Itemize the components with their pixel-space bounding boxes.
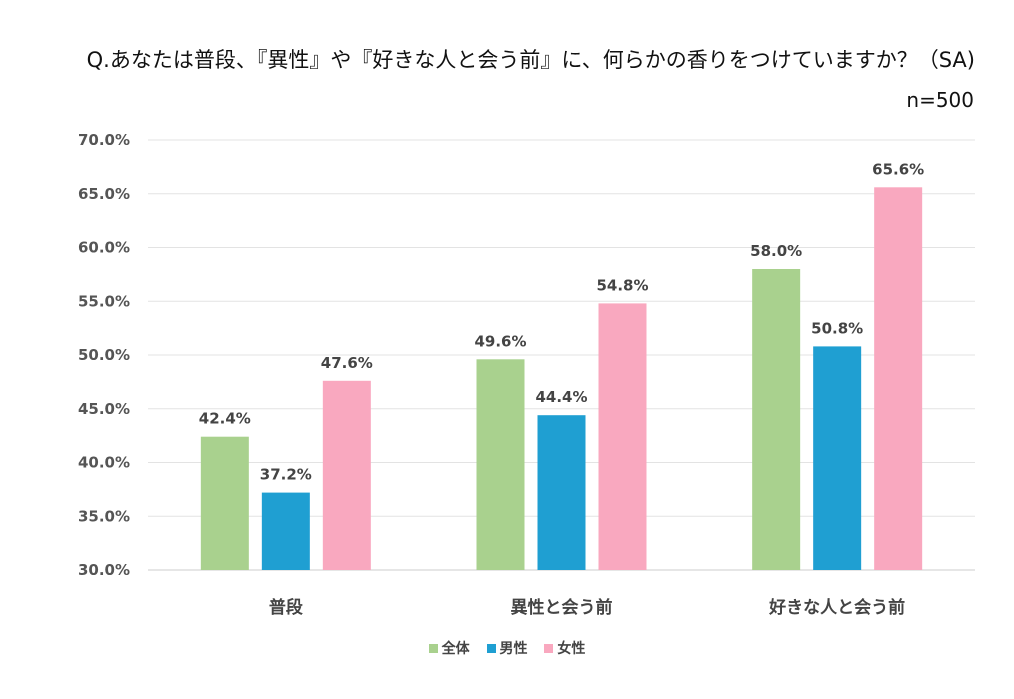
bar-2-1 (598, 303, 647, 570)
y-axis-ticks: 70.0% 65.0% 60.0% 55.0% 50.0% 45.0% 40.0% 35.0%… (78, 131, 130, 579)
legend-item-male: 男性 (486, 638, 528, 658)
bar-0-0 (200, 436, 249, 570)
bar-0-2 (752, 269, 801, 570)
legend: 全体 男性 女性 (0, 638, 1014, 658)
x-axis-categories: 普段 異性と会う前 好きな人と会う前 (269, 597, 905, 618)
legend-label-female: 女性 (557, 641, 586, 657)
chart-title: Q.あなたは普段、『異性』や『好きな人と会う前』に、何らかの香りをつけていますか… (86, 48, 975, 72)
data-label: 65.6% (872, 160, 924, 178)
data-label: 50.8% (811, 319, 863, 337)
data-labels: 42.4% 37.2% 47.6% 49.6% 44.4% 54.8% 58.0% 50.8%… (199, 160, 924, 483)
x-category-label: 普段 (269, 597, 303, 618)
data-label: 54.8% (596, 276, 648, 294)
sample-size: n=500 (906, 88, 974, 112)
legend-label-male: 男性 (499, 641, 528, 657)
bar-1-0 (261, 492, 310, 570)
x-category-label: 好きな人と会う前 (768, 597, 905, 618)
bar-2-2 (874, 187, 923, 571)
legend-item-female: 女性 (544, 638, 585, 658)
y-tick-label: 35.0% (78, 507, 130, 525)
data-label: 47.6% (321, 354, 373, 372)
bar-1-1 (537, 415, 586, 570)
y-tick-label: 40.0% (78, 454, 130, 472)
y-tick-label: 70.0% (78, 131, 130, 149)
data-label: 44.4% (535, 388, 587, 406)
bar-0-1 (476, 359, 525, 570)
legend-item-all: 全体 (428, 638, 470, 658)
legend-swatch-female (544, 643, 554, 653)
y-tick-label: 65.0% (78, 185, 130, 203)
data-label: 42.4% (199, 410, 251, 428)
data-label: 37.2% (260, 466, 312, 484)
bar-2-0 (322, 380, 371, 570)
legend-swatch-male (486, 643, 496, 653)
legend-label-all: 全体 (441, 641, 470, 657)
y-tick-label: 45.0% (78, 400, 130, 418)
y-tick-label: 50.0% (78, 346, 130, 364)
y-tick-label: 55.0% (78, 292, 130, 310)
data-label: 58.0% (750, 242, 802, 260)
y-tick-label: 30.0% (78, 561, 130, 579)
x-category-label: 異性と会う前 (511, 597, 613, 618)
data-label: 49.6% (474, 332, 526, 350)
bars (200, 187, 923, 571)
bar-1-2 (813, 346, 862, 570)
y-tick-label: 60.0% (78, 239, 130, 257)
legend-swatch-all (428, 643, 438, 653)
